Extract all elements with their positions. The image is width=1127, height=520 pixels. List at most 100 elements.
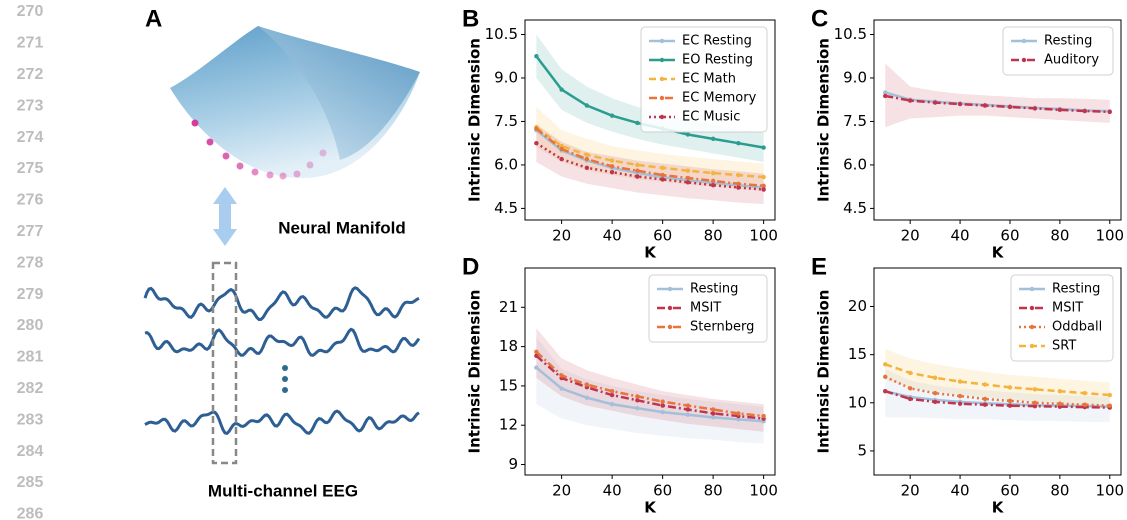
legend-box <box>648 274 768 343</box>
line-number: 280 <box>17 317 44 334</box>
point <box>982 103 988 108</box>
legend-marker <box>667 305 673 311</box>
point <box>559 156 564 162</box>
point <box>761 187 766 192</box>
point <box>1057 401 1063 406</box>
legend-marker <box>659 76 665 82</box>
line-number: 285 <box>17 474 44 491</box>
point <box>982 382 988 387</box>
series-line <box>535 366 764 423</box>
legend-label: EO Resting <box>682 53 753 68</box>
legend-marker <box>1029 324 1035 330</box>
series-line <box>535 126 764 179</box>
point <box>584 395 590 400</box>
point <box>883 389 888 394</box>
point <box>957 393 963 399</box>
point <box>559 386 564 391</box>
y-tick-label: 20 <box>848 297 867 315</box>
series-line <box>884 363 1110 397</box>
point <box>1082 402 1088 407</box>
point <box>534 140 539 146</box>
point <box>584 152 590 157</box>
panel-label: D <box>462 253 479 280</box>
point <box>907 98 913 103</box>
panel-label: C <box>811 5 828 32</box>
point <box>736 185 741 190</box>
point <box>559 87 564 92</box>
x-axis-label: K <box>992 499 1005 517</box>
point <box>609 158 615 163</box>
legend-box <box>1010 274 1114 362</box>
point <box>932 399 938 405</box>
y-tick-label: 9.0 <box>494 68 518 86</box>
y-tick-label: 10.5 <box>485 25 518 43</box>
point <box>685 407 691 412</box>
x-tick-label: 20 <box>552 482 571 500</box>
double-arrow <box>213 187 237 246</box>
legend-marker <box>659 114 665 120</box>
point <box>907 386 913 391</box>
legend-marker <box>667 324 673 330</box>
line-number: 272 <box>17 66 44 83</box>
point <box>736 172 741 178</box>
point <box>584 382 590 387</box>
x-tick-label: 80 <box>1050 227 1069 245</box>
point <box>534 365 539 370</box>
y-tick-label: 6.0 <box>843 155 867 173</box>
panel-a: A Neural Manifold Multi-channel EEG <box>143 5 421 500</box>
y-tick-label: 15 <box>848 345 867 363</box>
legend-label: EC Math <box>682 72 736 87</box>
point <box>685 175 691 181</box>
point <box>534 349 539 355</box>
point <box>710 415 716 420</box>
line-number: 276 <box>17 192 44 209</box>
axes-frame <box>524 19 776 221</box>
point <box>1032 403 1038 409</box>
point <box>1007 104 1013 110</box>
point <box>559 373 564 378</box>
legend-marker <box>667 286 673 292</box>
point <box>1057 107 1063 113</box>
legend-marker <box>1029 286 1035 292</box>
x-tick-label: 60 <box>1000 227 1019 245</box>
point <box>685 180 691 185</box>
point <box>1057 389 1063 394</box>
ellipsis <box>282 365 288 393</box>
point <box>957 401 963 406</box>
point <box>534 126 539 131</box>
line-number: 271 <box>17 35 44 52</box>
point <box>685 403 691 408</box>
std-band <box>536 124 764 205</box>
line-number: 275 <box>17 160 44 177</box>
point <box>609 392 615 398</box>
point <box>982 396 988 402</box>
point <box>584 103 590 108</box>
series-line <box>884 375 1110 407</box>
std-band <box>885 369 1110 423</box>
x-axis-label: K <box>644 244 657 262</box>
y-tick-label: 6.0 <box>494 155 518 173</box>
legend-marker <box>659 57 665 63</box>
point <box>559 146 564 152</box>
legend-marker <box>1021 38 1027 44</box>
x-tick-label: 60 <box>1000 482 1019 500</box>
point <box>710 407 716 412</box>
x-tick-label: 40 <box>603 227 622 245</box>
legend-marker <box>1021 57 1027 63</box>
line-number: 281 <box>17 349 44 366</box>
x-tick-label: 60 <box>653 482 672 500</box>
legend-marker <box>659 95 665 101</box>
point <box>761 145 766 150</box>
point <box>635 398 640 403</box>
y-axis-label: Intrinsic Dimension <box>815 38 833 202</box>
point <box>1082 390 1088 396</box>
y-tick-label: 7.5 <box>843 112 867 130</box>
line-number: 277 <box>17 223 44 240</box>
y-tick-label: 10 <box>848 393 867 411</box>
line-number: 282 <box>17 380 44 397</box>
point <box>761 183 766 188</box>
series-line <box>535 127 764 188</box>
panel-label: B <box>462 5 479 32</box>
line-number: 279 <box>17 286 44 303</box>
